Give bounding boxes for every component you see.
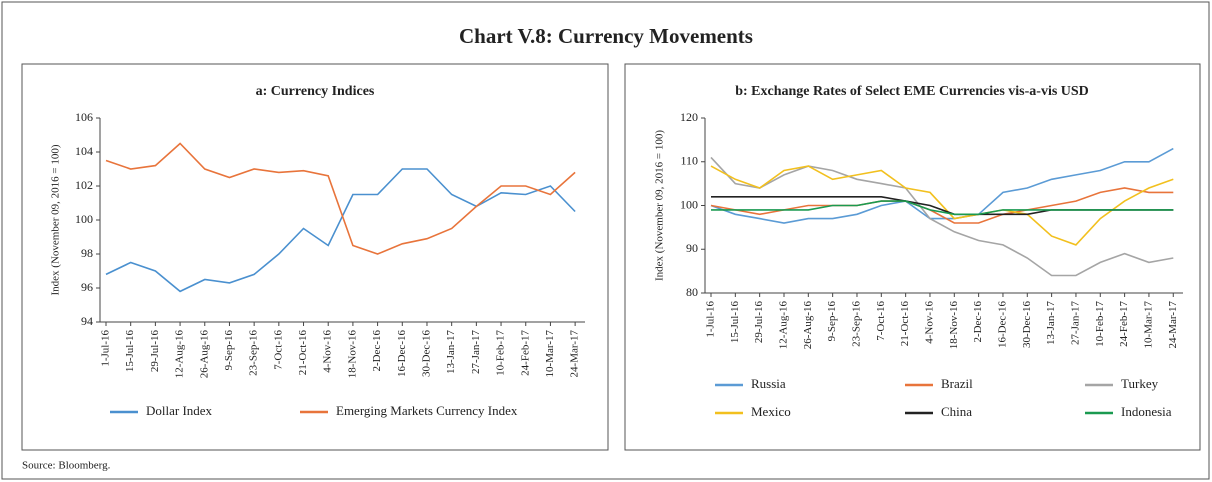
legend-label: Russia (751, 376, 786, 391)
y-axis-label: Index (November 09, 2016 = 100) (50, 144, 62, 295)
series-line (105, 168, 576, 293)
y-tick-label: 102 (75, 178, 93, 192)
x-tick-label: 10-Mar-17 (1142, 301, 1154, 349)
x-tick-label: 10-Feb-17 (495, 330, 507, 376)
legend-label: Turkey (1121, 376, 1159, 391)
x-tick-label: 24-Mar-17 (569, 330, 581, 378)
x-tick-label: 21-Oct-16 (899, 301, 911, 347)
x-tick-label: 24-Feb-17 (519, 330, 531, 376)
x-tick-label: 2-Dec-16 (972, 301, 984, 343)
x-tick-label: 24-Feb-17 (1118, 301, 1130, 347)
x-tick-label: 9-Sep-16 (826, 301, 838, 342)
x-tick-label: 12-Aug-16 (778, 301, 790, 350)
legend-label: Indonesia (1121, 404, 1172, 419)
panel-frame (21, 63, 609, 451)
x-tick-label: 13-Jan-17 (445, 330, 457, 374)
figure-title: Chart V.8: Currency Movements (459, 24, 753, 48)
x-tick-label: 21-Oct-16 (297, 330, 309, 376)
x-tick-label: 23-Sep-16 (248, 330, 260, 376)
series-line (710, 156, 1174, 277)
x-tick-label: 18-Nov-16 (346, 330, 358, 379)
series-line (105, 142, 576, 255)
series-line (710, 147, 1174, 224)
x-tick-label: 2-Dec-16 (371, 330, 383, 372)
x-tick-label: 26-Aug-16 (198, 330, 210, 379)
y-tick-label: 98 (81, 246, 93, 260)
x-tick-label: 18-Nov-16 (948, 301, 960, 350)
x-tick-label: 7-Oct-16 (272, 330, 284, 370)
x-tick-label: 15-Jul-16 (124, 330, 136, 373)
series-line (711, 200, 1174, 216)
legend-label: Dollar Index (146, 403, 213, 418)
x-tick-label: 10-Mar-17 (544, 330, 556, 378)
x-tick-label: 29-Jul-16 (149, 330, 161, 373)
y-tick-label: 90 (686, 241, 698, 255)
x-tick-label: 23-Sep-16 (851, 301, 863, 347)
y-tick-label: 110 (680, 154, 698, 168)
legend-label: Emerging Markets Currency Index (336, 403, 518, 418)
x-tick-label: 15-Jul-16 (729, 301, 741, 344)
legend-label: Brazil (941, 376, 973, 391)
y-tick-label: 100 (680, 197, 698, 211)
y-axis-label: Index (November 09, 2016 = 100) (654, 130, 666, 281)
panel-title: b: Exchange Rates of Select EME Currenci… (735, 84, 1089, 99)
x-tick-label: 1-Jul-16 (705, 301, 717, 338)
x-tick-label: 9-Sep-16 (223, 330, 235, 371)
y-tick-label: 106 (75, 110, 93, 124)
x-tick-label: 4-Nov-16 (924, 301, 936, 344)
x-tick-label: 4-Nov-16 (322, 330, 334, 373)
x-tick-label: 30-Dec-16 (421, 330, 433, 378)
legend-label: China (941, 404, 972, 419)
x-tick-label: 13-Jan-17 (1045, 301, 1057, 345)
x-tick-label: 16-Dec-16 (996, 301, 1008, 349)
x-tick-label: 7-Oct-16 (875, 301, 887, 341)
y-tick-label: 104 (75, 144, 93, 158)
series-line (710, 165, 1174, 246)
y-tick-label: 80 (686, 285, 698, 299)
x-tick-label: 27-Jan-17 (470, 330, 482, 374)
x-tick-label: 30-Dec-16 (1021, 301, 1033, 349)
y-tick-label: 96 (81, 280, 93, 294)
y-tick-label: 100 (75, 212, 93, 226)
x-tick-label: 27-Jan-17 (1069, 301, 1081, 345)
source-note: Source: Bloomberg. (22, 460, 111, 472)
x-tick-label: 16-Dec-16 (396, 330, 408, 378)
y-tick-label: 120 (680, 110, 698, 124)
panel-frame (624, 63, 1201, 451)
x-tick-label: 10-Feb-17 (1094, 301, 1106, 347)
x-tick-label: 26-Aug-16 (802, 301, 814, 350)
x-tick-label: 1-Jul-16 (100, 330, 112, 367)
y-tick-label: 94 (81, 314, 93, 328)
legend-label: Mexico (751, 404, 791, 419)
x-tick-label: 29-Jul-16 (753, 301, 765, 344)
x-tick-label: 12-Aug-16 (174, 330, 186, 379)
x-tick-label: 24-Mar-17 (1167, 301, 1179, 349)
panel-title: a: Currency Indices (256, 84, 375, 99)
